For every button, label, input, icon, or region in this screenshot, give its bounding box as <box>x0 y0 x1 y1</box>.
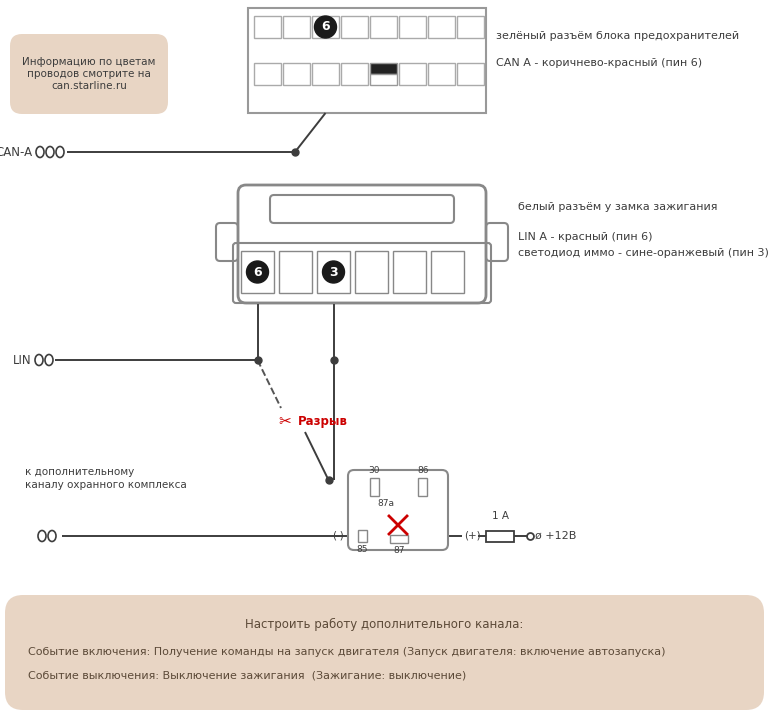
Text: зелёный разъём блока предохранителей: зелёный разъём блока предохранителей <box>496 31 739 41</box>
Text: к дополнительному: к дополнительному <box>25 467 135 477</box>
Text: Событие включения: Получение команды на запуск двигателя (Запуск двигателя: вклю: Событие включения: Получение команды на … <box>28 647 665 657</box>
Bar <box>341 16 368 38</box>
Bar <box>399 16 426 38</box>
Text: 30: 30 <box>368 466 380 475</box>
Bar <box>457 16 484 38</box>
Bar <box>341 63 368 85</box>
Text: 6: 6 <box>253 265 261 279</box>
Text: каналу охранного комплекса: каналу охранного комплекса <box>25 480 187 490</box>
Text: 87a: 87a <box>378 500 394 508</box>
Bar <box>241 251 274 293</box>
FancyBboxPatch shape <box>10 34 168 114</box>
Text: светодиод иммо - сине-оранжевый (пин 3): светодиод иммо - сине-оранжевый (пин 3) <box>518 248 769 258</box>
Circle shape <box>315 16 337 38</box>
Text: (+): (+) <box>464 531 481 541</box>
Text: 1 А: 1 А <box>491 511 508 521</box>
Bar <box>418 478 427 496</box>
Bar <box>399 63 426 85</box>
Bar <box>254 63 281 85</box>
Bar <box>279 251 312 293</box>
FancyBboxPatch shape <box>5 595 764 710</box>
Bar <box>312 63 339 85</box>
Bar <box>370 74 397 85</box>
Text: белый разъём у замка зажигания: белый разъём у замка зажигания <box>518 202 717 212</box>
Bar <box>283 63 310 85</box>
Bar <box>355 251 388 293</box>
Text: Информацию по цветам
проводов смотрите на
can.starline.ru: Информацию по цветам проводов смотрите н… <box>22 57 155 91</box>
Bar <box>370 63 397 74</box>
Bar <box>312 16 339 38</box>
Bar <box>390 535 408 543</box>
Text: ✂: ✂ <box>278 415 291 430</box>
Bar <box>248 8 486 113</box>
Text: Настроить работу дополнительного канала:: Настроить работу дополнительного канала: <box>245 618 524 631</box>
Text: 6: 6 <box>321 21 330 34</box>
Circle shape <box>247 261 268 283</box>
Bar <box>370 16 397 38</box>
Circle shape <box>322 261 345 283</box>
Bar <box>428 16 455 38</box>
Text: 87: 87 <box>393 546 404 555</box>
Bar <box>457 63 484 85</box>
Bar <box>254 16 281 38</box>
Text: Событие выключения: Выключение зажигания  (Зажигание: выключение): Событие выключения: Выключение зажигания… <box>28 671 466 681</box>
Text: 3: 3 <box>329 265 338 279</box>
Text: ø +12В: ø +12В <box>535 531 577 541</box>
Bar <box>431 251 464 293</box>
Text: LIN: LIN <box>13 353 32 367</box>
Bar <box>486 531 514 541</box>
Text: Разрыв: Разрыв <box>298 415 348 428</box>
Text: (-): (-) <box>332 531 344 541</box>
Bar <box>428 63 455 85</box>
Bar <box>393 251 426 293</box>
Text: LIN A - красный (пин 6): LIN A - красный (пин 6) <box>518 232 653 242</box>
Bar <box>283 16 310 38</box>
Bar <box>370 478 379 496</box>
Bar <box>317 251 350 293</box>
Bar <box>358 530 367 542</box>
Text: CAN A - коричнево-красный (пин 6): CAN A - коричнево-красный (пин 6) <box>496 58 702 68</box>
Text: CAN-A: CAN-A <box>0 145 32 159</box>
Text: 86: 86 <box>418 466 429 475</box>
Text: 85: 85 <box>356 545 368 554</box>
